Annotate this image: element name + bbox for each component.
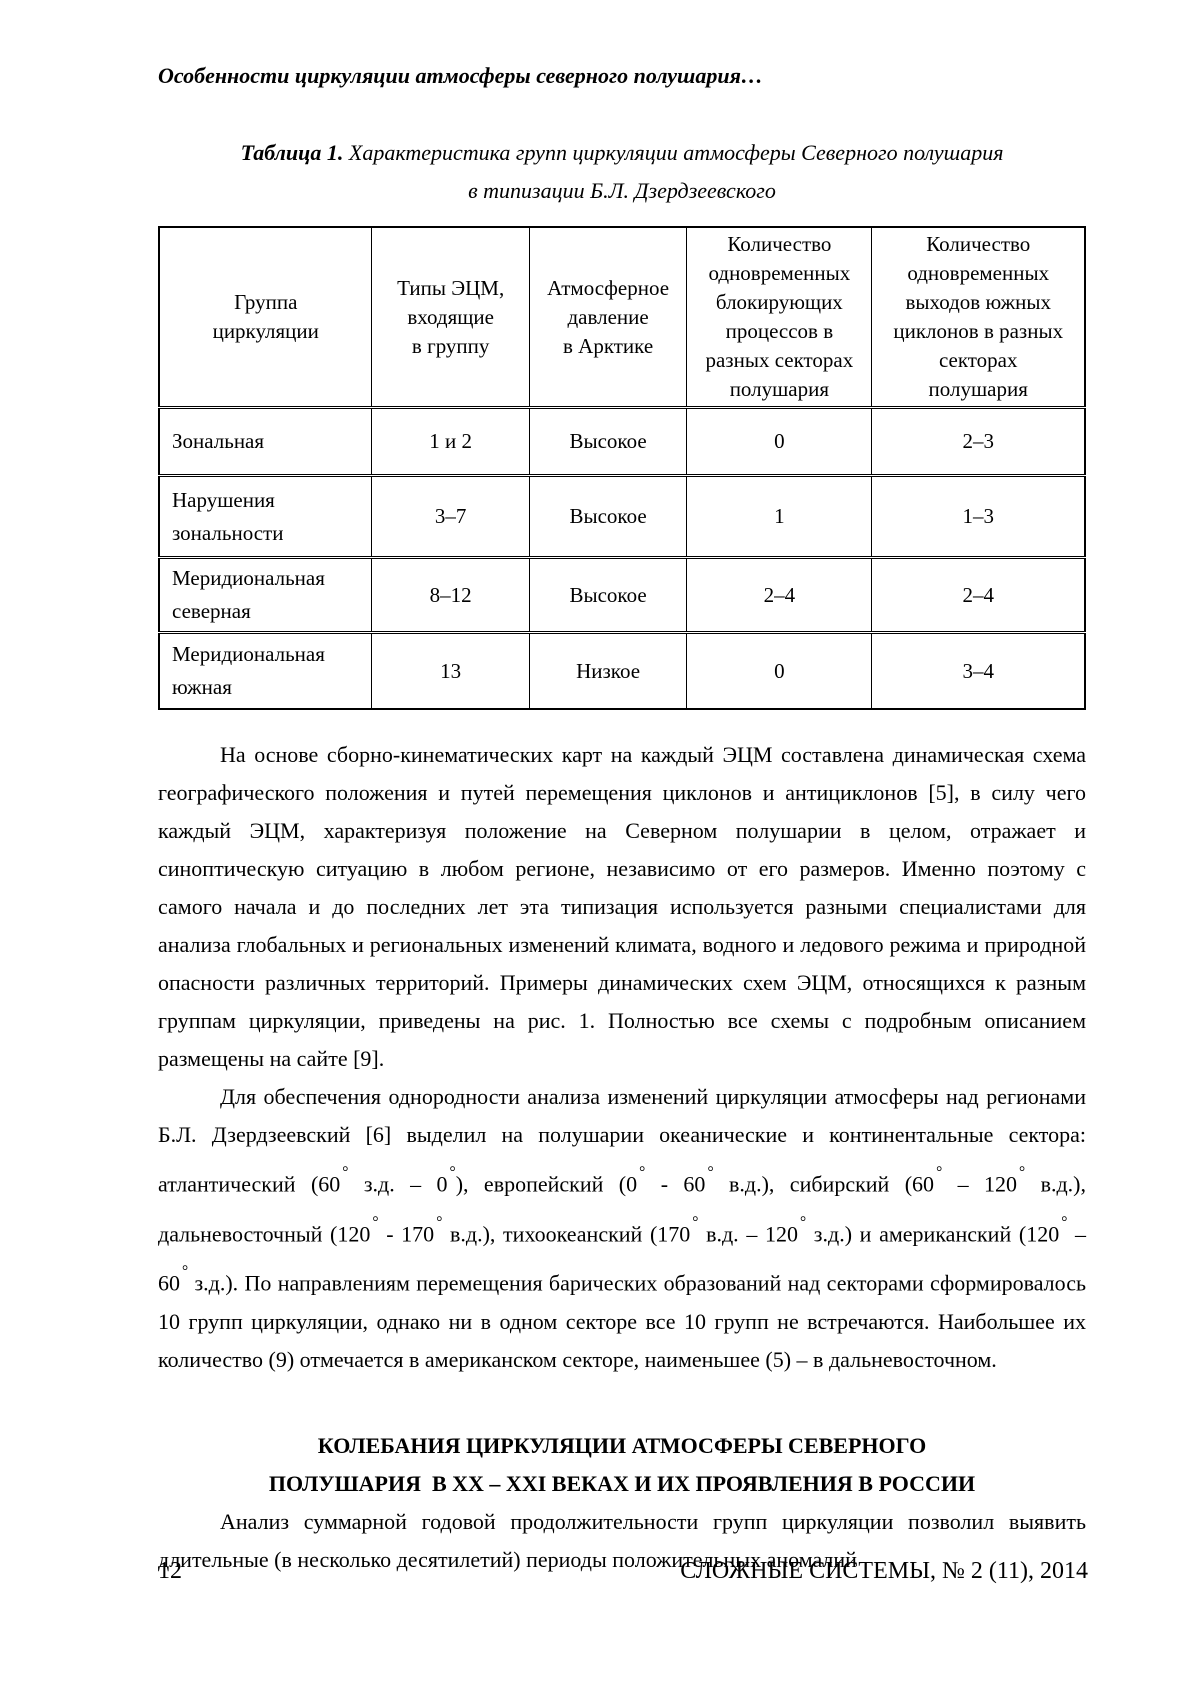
page-number: 12 [158,1558,182,1584]
degree-symbol: ° [372,1213,379,1231]
table-caption-line1: Таблица 1. Характеристика групп циркуляц… [158,134,1086,172]
table-row-zonal: Зональная 1 и 2 Высокое 0 2–3 [158,407,1086,477]
section-heading-line2: ПОЛУШАРИЯ В XX – XXI ВЕКАХ И ИХ ПРОЯВЛЕН… [268,1470,976,1496]
table-cell: 8–12 [371,557,530,634]
table-cell: 1 и 2 [371,407,530,477]
table-cell: 2–3 [871,407,1086,477]
degree-symbol: ° [1019,1164,1026,1181]
header-cell-cyclones: Количество одновременных выходов южных ц… [871,227,1086,409]
journal-title: СЛОЖНЫЕ СИСТЕМЫ, № 2 (11), 2014 [680,1558,1088,1584]
table-caption: Таблица 1. Характеристика групп циркуляц… [158,134,1086,210]
degree-symbol: ° [707,1164,714,1181]
running-head: Особенности циркуляции атмосферы северно… [158,63,763,88]
table-caption-line2: в типизации Б.Л. Дзердзеевского [468,178,776,203]
page-content: Особенности циркуляции атмосферы северно… [158,0,1086,1579]
section-heading-line1: КОЛЕБАНИЯ ЦИРКУЛЯЦИИ АТМОСФЕРЫ СЕВЕРНОГО [317,1432,927,1458]
degree-symbol: ° [639,1164,646,1181]
degree-symbol: ° [182,1263,189,1281]
degree-symbol: ° [342,1164,349,1181]
table-cell: Меридиональная южная [158,632,373,710]
paragraph-sectors: Для обеспечения однородности анализа изм… [158,1084,1087,1372]
table-cell: 0 [686,632,873,710]
table-row-meridional-south: Меридиональная южная 13 Низкое 0 3–4 [158,632,1086,710]
table-caption-title: Характеристика групп циркуляции атмосфер… [348,140,1004,165]
table-cell: Зональная [158,407,373,477]
circulation-groups-table: Группа циркуляции Типы ЭЦМ, входящие в г… [158,226,1086,710]
table-cell: 2–4 [686,557,873,634]
table-cell: Меридиональная северная [158,557,373,634]
degree-symbol: ° [436,1213,443,1231]
table-cell: Высокое [528,475,688,559]
degree-symbol: ° [692,1213,699,1231]
table-cell: 13 [371,632,530,710]
degree-symbol: ° [800,1213,807,1231]
page-footer: 12 СЛОЖНЫЕ СИСТЕМЫ, № 2 (11), 2014 [158,1558,1088,1585]
table-cell: 1 [686,475,873,559]
header-cell-blocking: Количество одновременных блокирующих про… [686,227,873,409]
table-cell: Низкое [528,632,688,710]
degree-symbol: ° [1061,1213,1068,1231]
degree-symbol: ° [449,1164,456,1181]
table-cell: 3–7 [371,475,530,559]
table-cell: 0 [686,407,873,477]
table-row-meridional-north: Меридиональная северная 8–12 Высокое 2–4… [158,557,1086,634]
paragraph-circulation-maps: На основе сборно-кинематических карт на … [158,742,1086,1071]
table-caption-label: Таблица 1. [240,140,344,165]
paragraph-analysis: Анализ суммарной годовой продолжительнос… [158,1508,1086,1572]
table-header-row: Группа циркуляции Типы ЭЦМ, входящие в г… [158,227,1086,409]
table-row-zonal-disruption: Нарушения зональности 3–7 Высокое 1 1–3 [158,475,1086,559]
header-cell-pressure: Атмосферное давление в Арктике [528,227,688,409]
table-cell: Высокое [528,557,688,634]
table-cell: 3–4 [871,632,1086,710]
header-cell-ecm-types: Типы ЭЦМ, входящие в группу [371,227,530,409]
section-heading: КОЛЕБАНИЯ ЦИРКУЛЯЦИИ АТМОСФЕРЫ СЕВЕРНОГО… [158,1427,1086,1503]
table-cell: Высокое [528,407,688,477]
table-cell: 2–4 [871,557,1086,634]
table-cell: Нарушения зональности [158,475,373,559]
header-cell-group: Группа циркуляции [158,227,373,409]
table-cell: 1–3 [871,475,1086,559]
degree-symbol: ° [936,1164,943,1181]
